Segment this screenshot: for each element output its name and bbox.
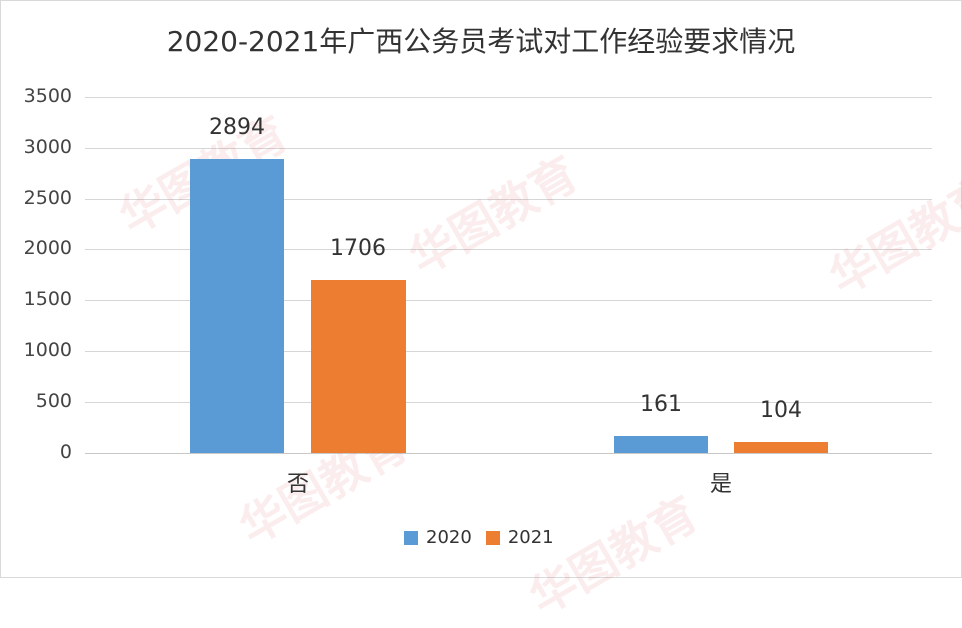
legend-label: 2021 (507, 527, 554, 548)
gridline-2000 (85, 249, 932, 250)
bar-2020-fou (190, 159, 284, 453)
gridline-500 (85, 402, 932, 403)
y-tick-label: 1500 (23, 288, 72, 310)
legend: 2020 2021 (404, 527, 568, 548)
gridline-3500 (85, 97, 932, 98)
y-tick-label: 0 (59, 441, 72, 463)
gridline-1000 (85, 351, 932, 352)
y-tick-label: 1000 (23, 339, 72, 361)
data-label: 2894 (209, 115, 265, 140)
x-category-label: 否 (286, 472, 309, 497)
legend-item-2021[interactable]: 2021 (485, 527, 554, 548)
gridline-3000 (85, 148, 932, 149)
y-tick-label: 2000 (23, 237, 72, 259)
gridline-2500 (85, 199, 932, 200)
chart-title: 2020-2021年广西公务员考试对工作经验要求情况 (166, 25, 796, 58)
bar-2021-shi (734, 442, 828, 453)
watermark-text: 华图教育 (820, 166, 962, 305)
y-tick-label: 3500 (23, 85, 72, 107)
data-label: 161 (640, 392, 682, 417)
legend-label: 2020 (426, 527, 472, 548)
y-tick-label: 2500 (23, 187, 72, 209)
x-category-label: 是 (709, 472, 732, 497)
watermark-text: 华图教育 (520, 486, 707, 625)
y-tick-label: 500 (35, 390, 72, 412)
plot-area: 3500 3000 2500 2000 1500 1000 500 0 华图教育… (23, 85, 962, 625)
legend-swatch-icon (404, 530, 418, 545)
data-label: 104 (760, 398, 802, 423)
legend-swatch-icon (485, 530, 500, 545)
bar-2021-fou (311, 280, 406, 453)
y-tick-label: 3000 (23, 136, 72, 158)
x-axis-line (85, 453, 932, 454)
legend-item-2020[interactable]: 2020 (404, 527, 472, 548)
data-label: 1706 (330, 236, 386, 261)
watermark-text: 华图教育 (400, 146, 587, 285)
gridline-1500 (85, 300, 932, 301)
bar-2020-shi (614, 436, 708, 453)
